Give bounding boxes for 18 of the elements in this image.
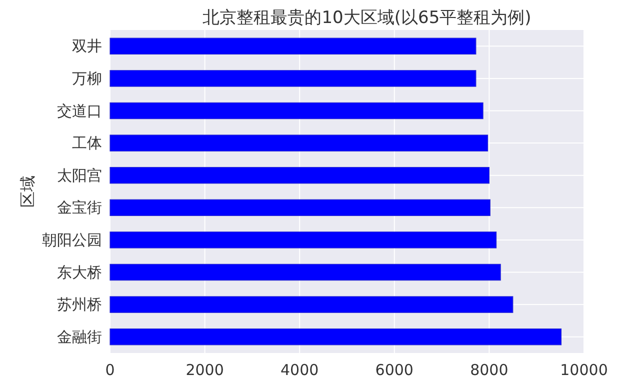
y-tick-label: 双井 (72, 37, 102, 56)
y-tick-label: 东大桥 (57, 263, 102, 282)
chart-title: 北京整租最贵的10大区域(以65平整租为例) (202, 8, 532, 28)
y-tick-label: 万柳 (72, 69, 102, 88)
x-tick-label: 8000 (470, 361, 508, 379)
x-tick-label: 10000 (560, 361, 608, 379)
y-axis-title: 区域 (18, 176, 37, 208)
x-tick-label: 6000 (375, 361, 414, 379)
y-tick-label: 金宝街 (57, 198, 102, 217)
y-tick-label: 工体 (72, 134, 102, 152)
y-tick-label: 太阳宫 (57, 166, 102, 184)
x-tick-label: 0 (105, 361, 115, 379)
x-tick-label: 2000 (186, 361, 224, 379)
x-tick-label: 4000 (280, 361, 319, 379)
y-tick-label: 交道口 (57, 102, 102, 120)
y-tick-label: 金融街 (57, 328, 102, 346)
y-tick-label: 苏州桥 (57, 296, 102, 314)
y-tick-label: 朝阳公园 (42, 230, 102, 249)
